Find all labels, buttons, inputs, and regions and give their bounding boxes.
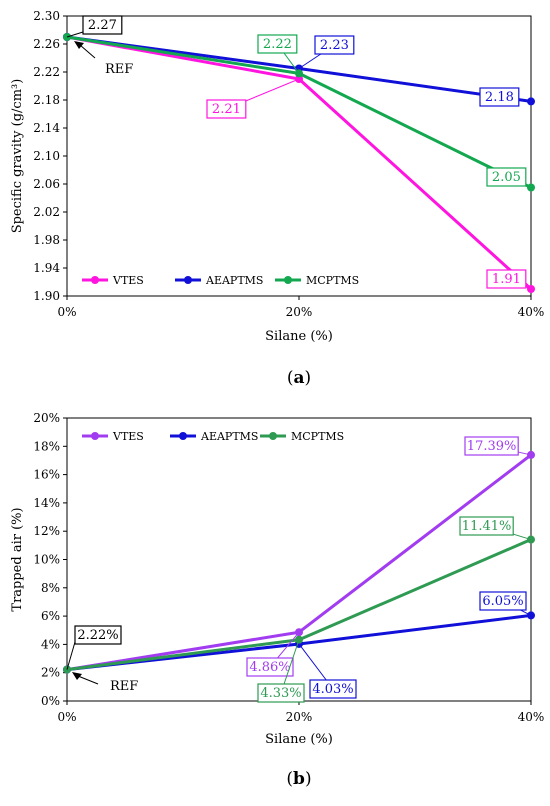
callout-box bbox=[314, 35, 355, 55]
callout-box bbox=[257, 683, 305, 703]
callout-leader bbox=[66, 31, 84, 38]
legend-marker bbox=[284, 276, 292, 284]
callout-box bbox=[246, 657, 294, 677]
y-tick-label: 6% bbox=[41, 609, 60, 623]
y-axis-title: Specific gravity (g/cm³) bbox=[10, 79, 25, 234]
legend-marker bbox=[91, 276, 99, 284]
data-label-ref: 2.27 bbox=[88, 18, 117, 33]
legend-label: VTES bbox=[112, 430, 144, 443]
y-tick-label: 4% bbox=[41, 637, 60, 651]
legend-label: AEAPTMS bbox=[205, 274, 263, 287]
data-label: 1.91 bbox=[492, 272, 521, 287]
x-tick-label: 20% bbox=[286, 305, 313, 319]
legend-marker bbox=[91, 432, 99, 440]
callout-box bbox=[479, 87, 520, 107]
callout-box bbox=[486, 269, 527, 289]
x-axis-title: Silane (%) bbox=[265, 329, 333, 344]
legend-marker bbox=[184, 276, 192, 284]
x-tick-label: 40% bbox=[518, 305, 545, 319]
data-label: 4.03% bbox=[312, 682, 353, 697]
callout-box bbox=[479, 591, 527, 611]
callout-box bbox=[74, 625, 122, 645]
x-tick-label: 0% bbox=[57, 305, 76, 319]
data-label: 2.18 bbox=[485, 90, 514, 105]
x-tick-label: 0% bbox=[57, 710, 76, 724]
callout-box bbox=[459, 516, 514, 536]
data-label: 17.39% bbox=[467, 439, 517, 454]
y-tick-label: 1.98 bbox=[33, 233, 60, 247]
y-tick-label: 2.30 bbox=[33, 9, 60, 23]
y-tick-label: 16% bbox=[33, 468, 60, 482]
legend-marker bbox=[269, 432, 277, 440]
x-axis-title: Silane (%) bbox=[265, 732, 333, 747]
callout-box bbox=[464, 436, 519, 456]
ref-arrow bbox=[79, 44, 96, 59]
y-tick-label: 10% bbox=[33, 553, 60, 567]
y-tick-label: 2.18 bbox=[33, 93, 60, 107]
callout-box bbox=[82, 15, 123, 35]
plot-frame bbox=[66, 15, 532, 297]
panel-label: (b) bbox=[286, 769, 311, 789]
legend-label: MCPTMS bbox=[291, 430, 344, 443]
legend-marker bbox=[179, 432, 187, 440]
ref-arrowhead bbox=[74, 41, 84, 49]
data-label: 6.05% bbox=[482, 594, 523, 609]
legend-label: MCPTMS bbox=[306, 274, 359, 287]
y-tick-label: 2.10 bbox=[33, 149, 60, 163]
series-line-mcptms bbox=[66, 538, 532, 672]
y-tick-label: 8% bbox=[41, 581, 60, 595]
callout-leader bbox=[66, 641, 76, 670]
data-label: 4.33% bbox=[260, 686, 301, 701]
legend-label: AEAPTMS bbox=[200, 430, 258, 443]
y-tick-label: 14% bbox=[33, 496, 60, 510]
y-tick-label: 1.90 bbox=[33, 289, 60, 303]
data-label: 2.22 bbox=[263, 37, 292, 52]
y-tick-label: 2.14 bbox=[33, 121, 60, 135]
data-label: 2.21 bbox=[212, 102, 241, 117]
y-tick-label: 1.94 bbox=[33, 261, 60, 275]
callout-box bbox=[309, 679, 357, 699]
ref-arrow bbox=[77, 675, 99, 685]
legend-label: VTES bbox=[112, 274, 144, 287]
y-tick-label: 20% bbox=[33, 411, 60, 425]
y-tick-label: 12% bbox=[33, 524, 60, 538]
x-tick-label: 40% bbox=[518, 710, 545, 724]
ref-arrowhead bbox=[72, 672, 82, 680]
y-tick-label: 2.02 bbox=[33, 205, 60, 219]
x-tick-label: 20% bbox=[286, 710, 313, 724]
ref-annotation: REF bbox=[105, 62, 133, 77]
panel-label: (a) bbox=[287, 368, 311, 388]
ref-annotation: REF bbox=[110, 679, 138, 694]
data-label: 4.86% bbox=[249, 660, 290, 675]
y-tick-label: 2.22 bbox=[33, 65, 60, 79]
data-label: 2.05 bbox=[492, 170, 521, 185]
y-tick-label: 2.06 bbox=[33, 177, 60, 191]
y-tick-label: 18% bbox=[33, 439, 60, 453]
chart-b: 0% 2% 4% 6% 8% 10% 12% 14% 16% 18% 20% 0% 20% 40% Sila… bbox=[10, 411, 544, 789]
y-tick-label: 0% bbox=[41, 694, 60, 708]
callout-box bbox=[486, 167, 527, 187]
y-axis-title: Trapped air (%) bbox=[10, 507, 25, 611]
series-line-mcptms bbox=[66, 35, 532, 189]
callout-box bbox=[206, 99, 247, 119]
y-tick-label: 2% bbox=[41, 666, 60, 680]
chart-a: 1.90 1.94 1.98 2.02 2.06 2.10 2.14 2.18 2.22 2.26… bbox=[10, 9, 544, 388]
callout-box bbox=[257, 34, 298, 54]
data-label: 11.41% bbox=[462, 519, 512, 534]
data-label-ref: 2.22% bbox=[77, 628, 118, 643]
y-tick-label: 2.26 bbox=[33, 37, 60, 51]
data-label: 2.23 bbox=[320, 38, 349, 53]
